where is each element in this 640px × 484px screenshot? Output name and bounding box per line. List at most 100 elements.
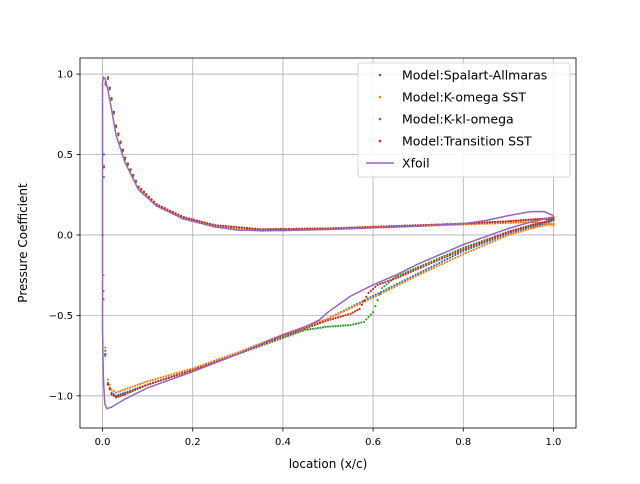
legend-swatch: [378, 139, 382, 143]
data-point: [106, 378, 110, 381]
data-point: [144, 381, 147, 384]
data-point: [248, 227, 251, 230]
data-point: [284, 335, 287, 339]
data-point: [550, 220, 553, 223]
data-point: [545, 223, 548, 226]
data-point: [154, 380, 157, 384]
data-point: [459, 254, 462, 257]
data-point: [456, 249, 460, 252]
data-point: [547, 219, 551, 222]
data-point: [522, 227, 525, 231]
data-point: [360, 321, 363, 324]
data-point: [374, 293, 377, 296]
data-point: [339, 324, 342, 327]
data-point: [552, 219, 555, 222]
data-point: [351, 311, 354, 314]
data-point: [382, 289, 385, 292]
data-point: [494, 239, 497, 242]
data-point: [159, 376, 162, 379]
data-point: [106, 77, 110, 81]
series-layer: [101, 75, 555, 410]
data-point: [422, 265, 425, 268]
y-tick-label: 0.5: [57, 150, 73, 161]
data-point: [399, 275, 402, 278]
data-point: [193, 218, 196, 222]
data-point: [224, 225, 227, 228]
data-point: [289, 334, 292, 337]
data-point: [496, 236, 499, 239]
data-point: [352, 323, 355, 326]
x-axis-label: location (x/c): [289, 457, 368, 471]
data-point: [486, 221, 489, 224]
data-point: [414, 275, 417, 278]
data-point: [512, 232, 515, 235]
data-point: [501, 221, 505, 225]
data-point: [409, 278, 412, 281]
data-point: [147, 195, 151, 198]
data-point: [285, 227, 288, 231]
data-point: [499, 220, 502, 223]
data-point: [412, 268, 415, 271]
data-point: [527, 226, 530, 229]
data-point: [496, 238, 499, 241]
data-point: [541, 224, 544, 227]
data-point: [427, 263, 430, 266]
data-point: [326, 325, 330, 328]
data-point: [536, 224, 539, 227]
data-point: [134, 384, 137, 387]
data-point: [409, 270, 412, 274]
data-point: [230, 225, 233, 228]
data-point: [464, 252, 468, 255]
data-point: [517, 231, 520, 234]
data-point: [344, 324, 347, 327]
data-point: [467, 247, 470, 251]
data-point: [353, 305, 356, 308]
data-point: [222, 224, 225, 228]
data-point: [208, 222, 212, 226]
data-point: [159, 379, 162, 382]
data-point: [552, 222, 555, 225]
data-point: [378, 292, 381, 296]
data-point: [446, 260, 449, 263]
data-point: [409, 276, 412, 279]
data-point: [417, 266, 420, 269]
data-point: [141, 385, 144, 388]
data-point: [512, 219, 515, 223]
data-point: [108, 86, 111, 89]
data-point: [398, 283, 401, 286]
data-point: [203, 221, 206, 224]
data-point: [279, 337, 282, 340]
data-point: [478, 242, 481, 245]
data-point: [110, 391, 113, 394]
data-point: [385, 289, 388, 293]
data-point: [384, 280, 387, 284]
data-point: [371, 287, 375, 290]
data-point: [210, 360, 213, 363]
data-point: [365, 295, 368, 298]
data-point: [234, 352, 237, 355]
data-point: [195, 219, 198, 222]
data-point: [191, 367, 194, 370]
data-point: [336, 316, 340, 319]
data-point: [472, 248, 475, 251]
data-point: [207, 361, 210, 364]
data-point: [385, 283, 388, 286]
data-point: [321, 326, 325, 329]
data-point: [201, 220, 204, 224]
data-point: [183, 369, 186, 372]
data-point: [480, 242, 483, 245]
data-point: [131, 385, 134, 388]
data-point: [552, 217, 555, 220]
data-point: [491, 236, 494, 240]
data-point: [121, 393, 124, 397]
data-point: [430, 265, 433, 269]
data-point: [371, 296, 375, 299]
data-point: [393, 286, 396, 289]
y-tick-label: −1.0: [49, 391, 73, 402]
legend-item: Model:K-kl-omega: [378, 112, 514, 127]
data-point: [545, 220, 548, 223]
data-point: [374, 305, 377, 308]
x-tick-label: 0.8: [455, 437, 471, 448]
data-point: [519, 219, 522, 222]
data-point: [382, 291, 385, 294]
